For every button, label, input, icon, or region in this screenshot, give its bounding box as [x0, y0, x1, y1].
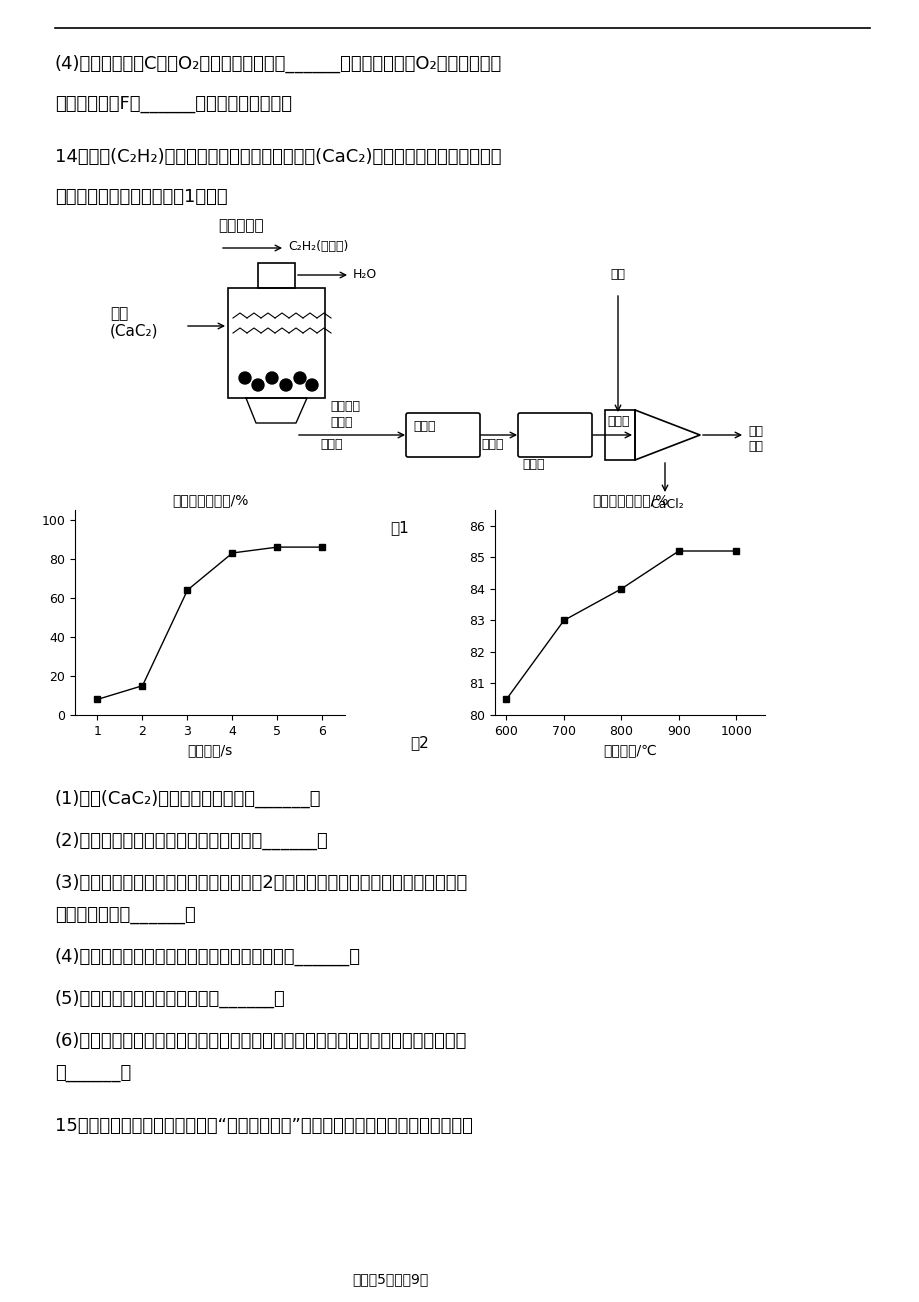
Bar — [228, 288, 324, 398]
Text: (1)电石(CaC₂)中碳元素的化合价是______。: (1)电石(CaC₂)中碳元素的化合价是______。 — [55, 790, 321, 809]
Text: (5)流程图中能循环利用的物质是______。: (5)流程图中能循环利用的物质是______。 — [55, 990, 286, 1008]
Circle shape — [279, 379, 291, 391]
Bar — [605, 410, 634, 460]
X-axis label: 锻烧时间/s: 锻烧时间/s — [187, 743, 233, 758]
Title: 氧化馒质量分数/%: 氧化馒质量分数/% — [591, 493, 667, 508]
Text: 分离器: 分离器 — [330, 417, 352, 428]
Text: 图1: 图1 — [391, 519, 409, 535]
Text: 渣综合处理的生产流程如图1所示：: 渣综合处理的生产流程如图1所示： — [55, 187, 227, 206]
Text: (CaC₂): (CaC₂) — [110, 324, 158, 339]
Text: 炭化炉: 炭化炉 — [607, 415, 629, 428]
Text: 电石: 电石 — [110, 306, 128, 322]
Text: 焦炭: 焦炭 — [609, 268, 624, 281]
Bar — [257, 263, 295, 288]
Text: (2)乙况发生器内发生反应的化学方程式为______。: (2)乙况发生器内发生反应的化学方程式为______。 — [55, 832, 328, 850]
Text: 是______。: 是______。 — [55, 1064, 131, 1082]
Text: CaCl₂: CaCl₂ — [650, 497, 683, 510]
Circle shape — [266, 372, 278, 384]
Text: 烧条件的把控是______。: 烧条件的把控是______。 — [55, 906, 196, 924]
Text: (6)若将电石长期露置于空气中，会发生一系列变化，最终所得固体中一定含有的物质: (6)若将电石长期露置于空气中，会发生一系列变化，最终所得固体中一定含有的物质 — [55, 1032, 467, 1049]
Text: 积，应在装置F的______端连接上一个量筒。: 积，应在装置F的______端连接上一个量筒。 — [55, 95, 291, 113]
Circle shape — [294, 372, 306, 384]
Circle shape — [239, 372, 251, 384]
Circle shape — [306, 379, 318, 391]
Text: (4)该生产过程的尾气不能直接排放，你的建议是______。: (4)该生产过程的尾气不能直接排放，你的建议是______。 — [55, 948, 360, 966]
Text: 锻烧炉: 锻烧炉 — [413, 421, 435, 434]
Text: 14．乙况(C₂H₂)是有机合成的重要原料。以电石(CaC₂)为原料制取乙况，并对电石: 14．乙况(C₂H₂)是有机合成的重要原料。以电石(CaC₂)为原料制取乙况，并… — [55, 148, 501, 165]
Text: (4)请写出用装置C制取O₂的化学反应方程式______，用排水法收集O₂并测定气体体: (4)请写出用装置C制取O₂的化学反应方程式______，用排水法收集O₂并测定… — [55, 55, 502, 73]
Text: 试卷第5页，总9页: 试卷第5页，总9页 — [351, 1272, 427, 1286]
Title: 氧化馒质量分数/%: 氧化馒质量分数/% — [172, 493, 248, 508]
Circle shape — [252, 379, 264, 391]
Text: 乙况发生器: 乙况发生器 — [218, 217, 264, 233]
Text: H₂O: H₂O — [353, 268, 377, 281]
Text: 电石渣: 电石渣 — [320, 437, 342, 450]
Text: 气体: 气体 — [747, 440, 762, 453]
Text: 有毒: 有毒 — [747, 424, 762, 437]
Text: 氧化馒: 氧化馒 — [521, 458, 544, 471]
Text: 15．消防教育常提及火灾发生时“要往低处逃生”，提出这一逃生技巧的科学依据是什: 15．消防教育常提及火灾发生时“要往低处逃生”，提出这一逃生技巧的科学依据是什 — [55, 1117, 472, 1135]
Text: C₂H₂(待净化): C₂H₂(待净化) — [288, 240, 348, 253]
X-axis label: 锻烧温度/℃: 锻烧温度/℃ — [603, 743, 656, 758]
Text: 图2: 图2 — [410, 736, 429, 750]
Text: (3)研究锻烧炉内氧化馒含量的变化有如图2所示的结果，如果你是工作人员，你对锻: (3)研究锻烧炉内氧化馒含量的变化有如图2所示的结果，如果你是工作人员，你对锻 — [55, 874, 468, 892]
Text: 水力旋转: 水力旋转 — [330, 400, 359, 413]
Text: 熟石灰: 熟石灰 — [481, 437, 503, 450]
